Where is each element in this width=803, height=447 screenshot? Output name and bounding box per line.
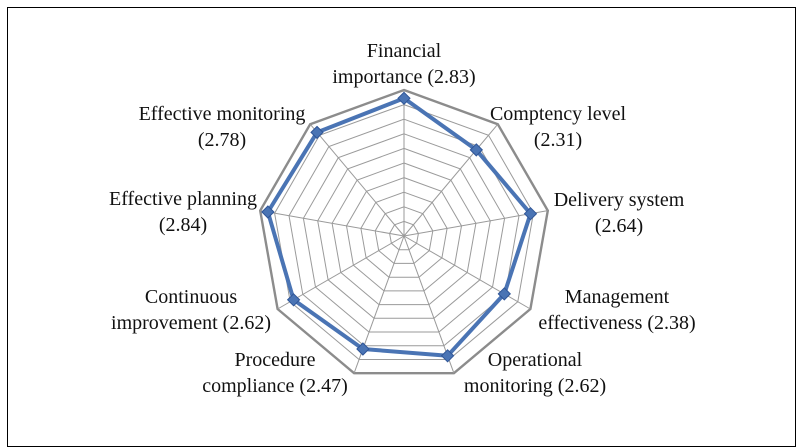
- axis-label: Procedure compliance (2.47): [202, 349, 348, 397]
- grid-ring: [258, 88, 550, 375]
- axis-label: Comptency level (2.31): [490, 103, 627, 151]
- grid-ring: [302, 133, 506, 333]
- axis-label-line: effectiveness (2.38): [538, 312, 695, 334]
- axis-label-line: Financial: [367, 40, 442, 62]
- axis-label-line: monitoring (2.62): [464, 375, 606, 397]
- axis-labels: Financial importance (2.83) Comptency leve…: [109, 40, 696, 397]
- axis-label-line: Procedure: [234, 349, 315, 371]
- data-point-marker: [310, 125, 324, 140]
- grid-ring: [317, 147, 491, 319]
- axis-label: Effective monitoring (2.78): [139, 103, 306, 151]
- data-point-marker: [397, 91, 411, 106]
- axis-label: Effective planning (2.84): [109, 188, 257, 236]
- grid-ring: [331, 162, 477, 306]
- grid-ring: [389, 220, 419, 251]
- axis-label-line: Effective planning: [109, 188, 257, 210]
- axis-label-line: Delivery system: [554, 189, 685, 211]
- axis-label-line: (2.78): [198, 129, 246, 151]
- axis-label-line: (2.64): [595, 215, 643, 237]
- axis-label-line: Continuous: [145, 286, 237, 308]
- grid-spoke: [403, 210, 548, 237]
- grid-ring: [288, 118, 520, 347]
- grid-spoke: [403, 123, 499, 237]
- grid-ring: [374, 206, 434, 264]
- grid-ring: [360, 191, 448, 278]
- radar-chart: Financial importance (2.83) Comptency leve…: [109, 40, 696, 397]
- grid-ring: [345, 177, 463, 292]
- grid-spoke: [260, 210, 405, 237]
- axis-label-line: compliance (2.47): [202, 375, 348, 397]
- grid-spoke: [403, 235, 455, 374]
- axis-label-line: importance (2.83): [332, 66, 475, 88]
- axis-label-line: (2.84): [159, 214, 207, 236]
- grid-spoke: [403, 235, 531, 310]
- radar-grid: [258, 88, 550, 375]
- data-point-marker: [523, 206, 538, 221]
- grid-spoke: [309, 123, 405, 237]
- axis-label-line: improvement (2.62): [111, 312, 271, 334]
- axis-label-line: Comptency level: [490, 103, 627, 125]
- series-line: [265, 96, 533, 358]
- axis-label-line: Management: [565, 286, 670, 308]
- grid-spoke: [277, 235, 405, 310]
- data-point-marker: [440, 349, 455, 363]
- data-point-marker: [356, 342, 370, 356]
- axis-label: Management effectiveness (2.38): [538, 286, 695, 334]
- grid-ring: [274, 104, 534, 360]
- axis-label-line: Operational: [488, 349, 583, 371]
- axis-label: Operational monitoring (2.62): [464, 349, 606, 397]
- radar-series: [261, 91, 538, 363]
- axis-label: Financial importance (2.83): [332, 40, 475, 88]
- axis-label: Continuous improvement (2.62): [111, 286, 271, 334]
- data-point-marker: [261, 205, 275, 219]
- data-point-marker: [469, 143, 484, 157]
- data-point-marker: [286, 293, 301, 307]
- axis-label-line: (2.31): [534, 129, 582, 151]
- axis-label-line: Effective monitoring: [139, 103, 306, 125]
- axis-label: Delivery system (2.64): [554, 189, 685, 237]
- data-point-marker: [497, 287, 512, 301]
